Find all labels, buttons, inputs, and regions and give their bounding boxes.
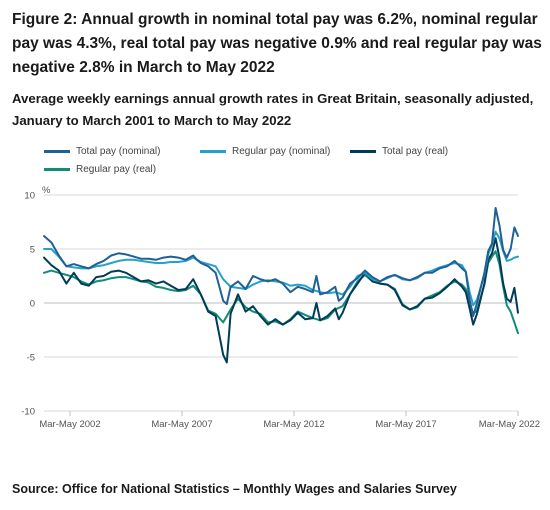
chart-legend: Total pay (nominal) Regular pay (nominal… [44,146,544,180]
series-line-regular-pay-nominal [43,230,519,307]
y-tick-label: 0 [30,299,35,310]
legend-item-total-pay-nominal[interactable]: Total pay (nominal) [44,146,160,157]
y-tick-label: -5 [27,353,35,364]
x-tick-label: Mar-May 2002 [39,419,100,430]
figure-title: Figure 2: Annual growth in nominal total… [12,11,542,76]
gridlines [44,194,518,412]
legend-swatch-total-pay-real [350,150,376,153]
legend-swatch-regular-pay-real [44,168,70,171]
x-tick-label: Mar-May 2007 [151,419,212,430]
legend-swatch-total-pay-nominal [44,150,70,153]
source-note: Source: Office for National Statistics –… [12,482,457,496]
y-tick-label: -10 [21,407,35,418]
legend-label-regular-pay-real: Regular pay (real) [76,164,157,175]
series-line-total-pay-nominal [43,207,519,317]
legend-item-regular-pay-real[interactable]: Regular pay (real) [44,164,156,175]
legend-label-total-pay-nominal: Total pay (nominal) [76,146,161,157]
y-axis-unit: % [42,185,51,196]
x-tick-label: Mar-May 2012 [263,419,324,430]
y-tick-label: 5 [30,245,35,256]
figure-subtitle: Average weekly earnings annual growth ra… [12,91,534,128]
legend-item-total-pay-real[interactable]: Total pay (real) [350,146,448,157]
line-chart: 10 5 0 -5 -10% Mar-May 2002 Mar-May 2007 Mar-Ma… [21,185,540,430]
series-line-total-pay-real [43,237,519,364]
legend-label-total-pay-real: Total pay (real) [382,146,449,157]
axes: 10 5 0 -5 -10% Mar-May 2002 Mar-May 2007 Mar-Ma… [21,185,540,430]
x-tick-label: Mar-May 2022 [479,419,540,430]
legend-item-regular-pay-nominal[interactable]: Regular pay (nominal) [200,146,330,157]
legend-label-regular-pay-nominal: Regular pay (nominal) [232,146,331,157]
x-tick-label: Mar-May 2017 [375,419,436,430]
series-lines [43,207,519,364]
y-tick-label: 10 [24,191,35,202]
series-line-regular-pay-real [43,250,519,335]
legend-swatch-regular-pay-nominal [200,150,226,153]
